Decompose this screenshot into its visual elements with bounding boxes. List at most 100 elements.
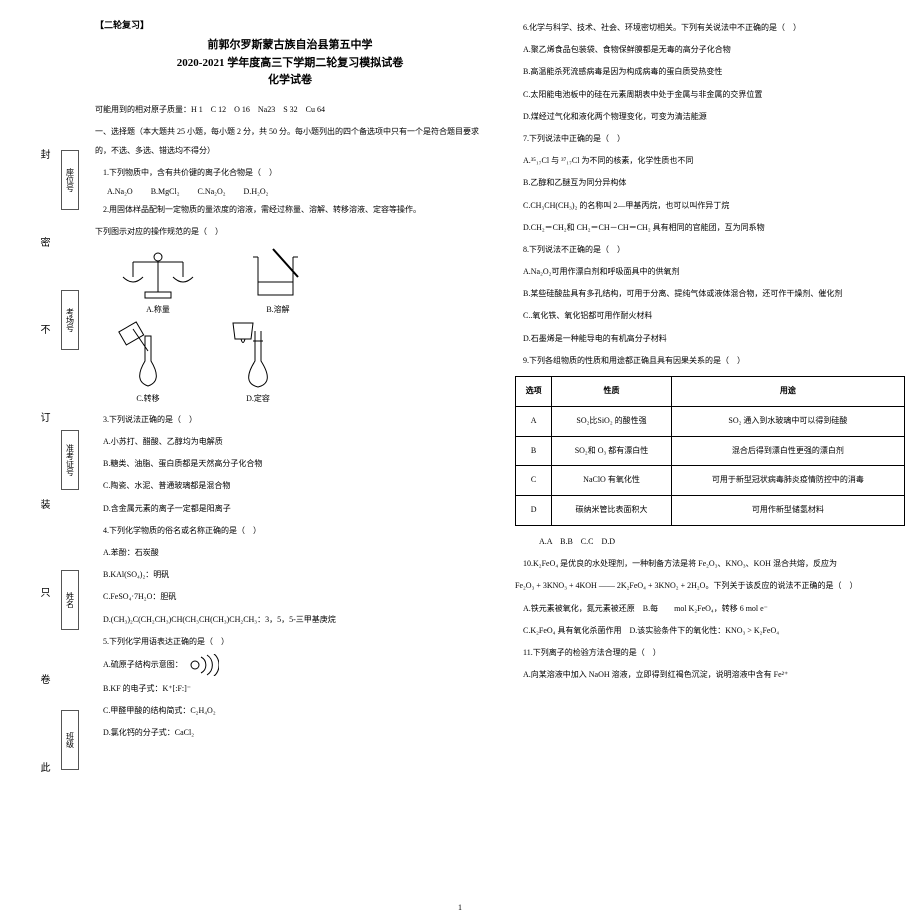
td: 混合后得到漂白性更强的漂白剂	[671, 436, 904, 466]
f: Na₂O₂	[205, 187, 226, 196]
q5: 5.下列化学用语表达正确的是（ ）	[95, 632, 485, 651]
q7b: B.乙醇和乙醚互为同分异构体	[515, 173, 905, 192]
ch: 只	[41, 584, 51, 599]
q5d: D.氯化钙的分子式：CaCl₂	[95, 723, 485, 742]
q10b: Fe₂O₃ + 3KNO₃ + 4KOH —— 2K₂FeO₄ + 3KNO₂ …	[515, 576, 905, 595]
f: ³⁵₁₇Cl 与 ³⁷₁₇Cl	[531, 156, 580, 165]
q6b: B.高温能杀死流感病毒是因为构成病毒的蛋白质受热变性	[515, 62, 905, 81]
td: C	[516, 466, 552, 496]
opt: D.H₂O₂	[244, 187, 269, 196]
q6: 6.化学与科学、技术、社会、环境密切相关。下列有关说法中不正确的是（ ）	[515, 18, 905, 37]
q9-opts: A.A B.B C.C D.D	[515, 532, 905, 551]
q2b: 下列图示对应的操作规范的是（ ）	[95, 222, 485, 241]
p: 具有相同的官能团，互为同系物	[651, 223, 765, 232]
f: CH₂＝CH₂和 CH₂＝CH－CH＝CH₂	[531, 223, 651, 232]
left-column: 【二轮复习】 前郭尔罗斯蒙古族自治县第五中学 2020-2021 学年度高三下学…	[95, 18, 485, 746]
p: D.	[103, 615, 111, 624]
q5b: B.KF 的电子式：K⁺[:F:]⁻	[95, 679, 485, 698]
td: A	[516, 406, 552, 436]
fig-volume: D.定容	[223, 321, 293, 404]
school-name: 前郭尔罗斯蒙古族自治县第五中学	[95, 37, 485, 55]
q3a: A.小苏打、醋酸、乙醇均为电解质	[95, 432, 485, 451]
q4c: C.FeSO₄·7H₂O：胆矾	[95, 587, 485, 606]
td: 可用作新型储氢材料	[671, 496, 904, 526]
td: SO₂比SiO₂ 的酸性强	[552, 406, 672, 436]
table-row: B SO₂和 O₃ 都有漂白性 混合后得到漂白性更强的漂白剂	[516, 436, 905, 466]
td: D	[516, 496, 552, 526]
ch: 订	[41, 409, 51, 424]
page-content: 【二轮复习】 前郭尔罗斯蒙古族自治县第五中学 2020-2021 学年度高三下学…	[95, 18, 905, 746]
table-row: 选项 性质 用途	[516, 377, 905, 407]
q4a: A.苯酚：石炭酸	[95, 543, 485, 562]
lab: A.称量	[146, 304, 170, 315]
ch: 装	[41, 496, 51, 511]
td: 可用于新型冠状病毒肺炎疫情防控中的消毒	[671, 466, 904, 496]
q9: 9.下列各组物质的性质和用途都正确且具有因果关系的是（ ）	[515, 351, 905, 370]
td: NaClO 有氧化性	[552, 466, 672, 496]
section1-heading: 一、选择题（本大题共 25 小题，每小题 2 分，共 50 分。每小题列出的四个…	[95, 122, 485, 160]
fig-transfer: C.转移	[113, 321, 183, 404]
q4: 4.下列化学物质的俗名或名称正确的是（ ）	[95, 521, 485, 540]
p: D.氯化钙的分子式：	[103, 728, 175, 737]
name-box: 姓名	[61, 570, 79, 630]
td: SO₂ 通入到水玻璃中可以得到硅酸	[671, 406, 904, 436]
lab: C.转移	[136, 393, 159, 404]
q11a: A.向某溶液中加入 NaOH 溶液，立即得到红褐色沉淀，说明溶液中含有 Fe²⁺	[515, 665, 905, 684]
q1-options: A.Na₂O B.MgCl₂ C.Na₂O₂ D.H₂O₂	[107, 187, 485, 196]
fig-dissolve: B.溶解	[243, 247, 313, 315]
beaker-icon	[243, 247, 313, 302]
q6a: A.聚乙烯食品包装袋、食物保鲜膜都是无毒的高分子化合物	[515, 40, 905, 59]
p: 为不同的核素，化学性质也不同	[579, 156, 693, 165]
right-column: 6.化学与科学、技术、社会、环境密切相关。下列有关说法中不正确的是（ ） A.聚…	[515, 18, 905, 746]
atomic-masses: 可能用到的相对原子质量：H 1 C 12 O 16 Na23 S 32 Cu 6…	[95, 100, 485, 119]
p: 的名称叫 2—甲基丙烷，也可以叫作异丁烷	[577, 201, 729, 210]
lab: D.定容	[246, 393, 270, 404]
q3d: D.含金属元素的离子一定都是阳离子	[95, 499, 485, 518]
f: MgCl₂	[158, 187, 179, 196]
seat-box: 座位号	[61, 150, 79, 210]
page-number: 1	[458, 903, 462, 912]
title-block: 前郭尔罗斯蒙古族自治县第五中学 2020-2021 学年度高三下学期二轮复习模拟…	[95, 37, 485, 90]
q7: 7.下列说法中正确的是（ ）	[515, 129, 905, 148]
td: SO₂和 O₃ 都有漂白性	[552, 436, 672, 466]
room-box: 考场号	[61, 290, 79, 350]
p: A.	[523, 156, 531, 165]
p: A.	[523, 267, 531, 276]
ch: 卷	[41, 671, 51, 686]
p: D.	[523, 223, 531, 232]
q6c: C.太阳能电池板中的硅在元素周期表中处于金属与非金属的交界位置	[515, 85, 905, 104]
transfer-icon	[113, 321, 183, 391]
class-box: 班级	[61, 710, 79, 770]
th: 选项	[516, 377, 552, 407]
lab: B.溶解	[266, 304, 289, 315]
q10C: C.K₂FeO₄ 具有氧化杀菌作用 D.该实验条件下的氧化性：KNO₃ > K₂…	[515, 621, 905, 640]
q3: 3.下列说法正确的是（ ）	[95, 410, 485, 429]
f: H₂O₂	[251, 187, 268, 196]
q5a: A.硫原子结构示意图：	[95, 654, 485, 676]
p: ：3，5，5-三甲基庚烷	[257, 615, 336, 624]
atom-icon	[185, 654, 219, 676]
f: CH₃CH(CH₃)₂	[530, 201, 577, 210]
opt: B.MgCl₂	[151, 187, 180, 196]
table-row: D 碳纳米管比表面积大 可用作新型储氢材料	[516, 496, 905, 526]
q8d: D.石墨烯是一种能导电的有机高分子材料	[515, 329, 905, 348]
th: 用途	[671, 377, 904, 407]
q9-table: 选项 性质 用途 A SO₂比SiO₂ 的酸性强 SO₂ 通入到水玻璃中可以得到…	[515, 376, 905, 526]
ch: 封	[41, 146, 51, 161]
th: 性质	[552, 377, 672, 407]
volumetric-icon	[223, 321, 293, 391]
f: KAl(SO₄)₂	[110, 570, 145, 579]
opt: C.Na₂O₂	[198, 187, 226, 196]
td: 碳纳米管比表面积大	[552, 496, 672, 526]
td: B	[516, 436, 552, 466]
opt: A.Na₂O	[107, 187, 133, 196]
f: CaCl₂	[175, 728, 194, 737]
q8b: B.某些硅酸盐具有多孔结构，可用于分离、提纯气体或液体混合物，还可作干燥剂、催化…	[515, 284, 905, 303]
q1: 1.下列物质中，含有共价键的离子化合物是（ ）	[95, 163, 485, 182]
q2-figs-row1: A.称量 B.溶解	[113, 247, 485, 315]
balance-icon	[113, 247, 203, 302]
p: ：胆矾	[152, 592, 176, 601]
q4b: B.KAl(SO₄)₂：明矾	[95, 565, 485, 584]
q4d: D.(CH₃)₂C(CH₂CH₃)CH(CH₃CH(CH₃)CH₂CH₃：3，5…	[95, 610, 485, 629]
q7d: D.CH₂＝CH₂和 CH₂＝CH－CH＝CH₂ 具有相同的官能团，互为同系物	[515, 218, 905, 237]
